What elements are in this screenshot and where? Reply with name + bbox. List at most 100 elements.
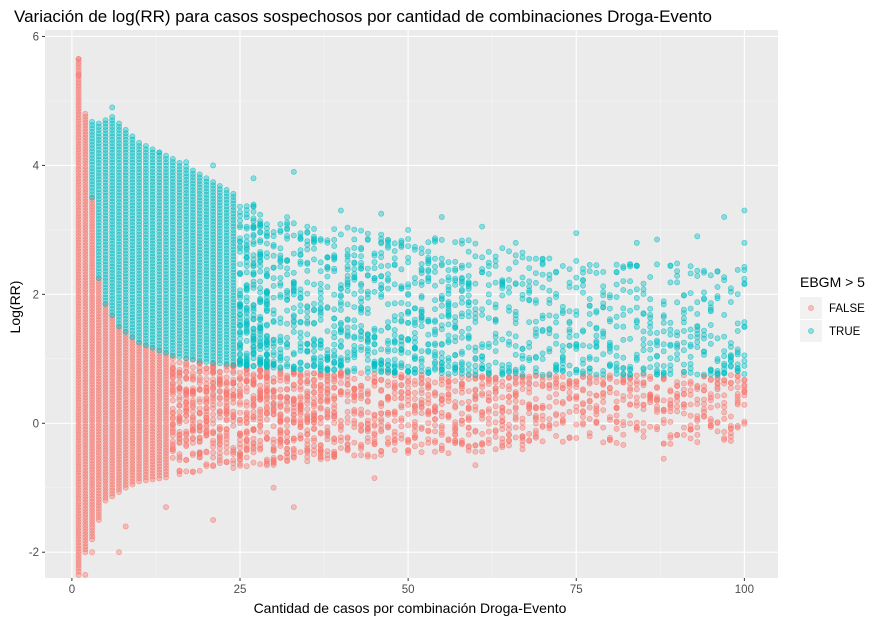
data-point-true — [378, 263, 385, 270]
data-point-true — [364, 236, 371, 243]
data-point-false — [465, 425, 472, 431]
data-point-true — [398, 360, 405, 367]
data-point-true — [263, 321, 270, 328]
data-point-true — [432, 349, 438, 356]
data-point-false — [741, 389, 748, 395]
data-point-true — [237, 321, 243, 328]
data-point-false — [694, 431, 701, 438]
data-point-false — [216, 408, 223, 414]
data-point-false — [210, 376, 216, 383]
data-point-true — [250, 316, 257, 323]
data-point-true — [290, 286, 297, 293]
data-point-false — [445, 436, 452, 443]
data-point-false — [418, 380, 425, 387]
data-point-false — [533, 420, 539, 427]
data-point-false — [82, 414, 89, 421]
data-point-true — [290, 269, 297, 276]
data-point-false — [89, 223, 95, 230]
data-point-false — [317, 391, 324, 398]
data-point-false — [75, 227, 82, 234]
data-point-false — [492, 410, 499, 417]
data-point-false — [600, 381, 607, 387]
data-point-true — [465, 344, 472, 351]
data-point-false — [95, 455, 102, 461]
data-point-false — [681, 401, 687, 408]
data-point-true — [445, 310, 452, 317]
data-point-true — [465, 371, 472, 378]
data-point-true — [385, 271, 391, 278]
data-point-true — [351, 260, 358, 267]
data-point-false — [223, 449, 230, 456]
data-point-false — [89, 302, 95, 309]
data-point-true — [277, 252, 284, 259]
data-point-true — [351, 276, 358, 283]
data-point-false — [176, 402, 183, 409]
data-point-false — [344, 414, 351, 421]
data-point-false — [223, 417, 230, 424]
data-point-true — [351, 252, 358, 259]
data-point-true — [358, 265, 364, 272]
data-point-false — [75, 414, 82, 421]
data-point-true — [331, 268, 338, 275]
data-point-false — [95, 505, 102, 512]
data-point-false — [674, 379, 680, 386]
data-point-true — [263, 351, 270, 358]
data-point-false — [546, 416, 553, 422]
data-point-true — [485, 291, 492, 298]
data-point-true — [472, 253, 479, 260]
data-point-false — [290, 401, 297, 407]
data-point-true — [250, 349, 257, 356]
data-point-false — [526, 380, 533, 387]
data-point-false — [216, 400, 223, 407]
data-point-true — [364, 272, 371, 279]
data-point-true — [351, 226, 358, 233]
data-point-false — [411, 381, 418, 388]
data-point-true — [458, 350, 465, 357]
data-point-true — [237, 238, 243, 245]
data-point-true — [398, 317, 405, 324]
data-point-false — [89, 431, 95, 438]
data-point-false — [687, 391, 694, 398]
data-point-true — [324, 263, 331, 270]
data-point-true — [337, 231, 344, 238]
data-point-false — [351, 424, 358, 430]
data-point-false — [580, 400, 586, 407]
data-point-true — [331, 359, 338, 366]
data-point-true — [445, 300, 452, 307]
data-point-true — [465, 313, 472, 320]
data-point-false — [89, 549, 95, 556]
data-point-true — [311, 300, 317, 307]
data-point-true — [445, 286, 452, 293]
data-point-false — [277, 371, 284, 377]
data-point-true — [458, 274, 465, 281]
data-point-false — [391, 418, 398, 424]
data-point-true — [277, 280, 284, 287]
data-point-true — [391, 300, 398, 307]
data-point-false — [633, 372, 640, 379]
data-point-false — [82, 157, 89, 164]
data-point-false — [75, 137, 82, 144]
data-point-false — [189, 387, 196, 394]
data-point-true — [425, 348, 432, 355]
data-point-false — [728, 413, 734, 420]
data-point-false — [707, 416, 714, 422]
data-point-false — [479, 392, 485, 398]
data-point-true — [243, 328, 250, 335]
data-point-false — [358, 410, 364, 417]
data-point-false — [75, 187, 82, 193]
data-point-false — [223, 444, 230, 451]
data-point-false — [546, 381, 553, 388]
data-point-true — [344, 266, 351, 273]
data-point-true — [290, 318, 297, 325]
data-point-false — [75, 557, 82, 563]
data-point-true — [297, 235, 304, 242]
data-point-false — [385, 435, 391, 441]
data-point-false — [586, 404, 593, 411]
data-point-false — [95, 481, 102, 488]
data-point-false — [506, 408, 512, 415]
data-point-true — [418, 294, 425, 301]
data-point-false — [89, 232, 95, 239]
data-point-false — [512, 424, 519, 431]
data-point-true — [331, 243, 338, 249]
data-point-false — [183, 412, 190, 418]
